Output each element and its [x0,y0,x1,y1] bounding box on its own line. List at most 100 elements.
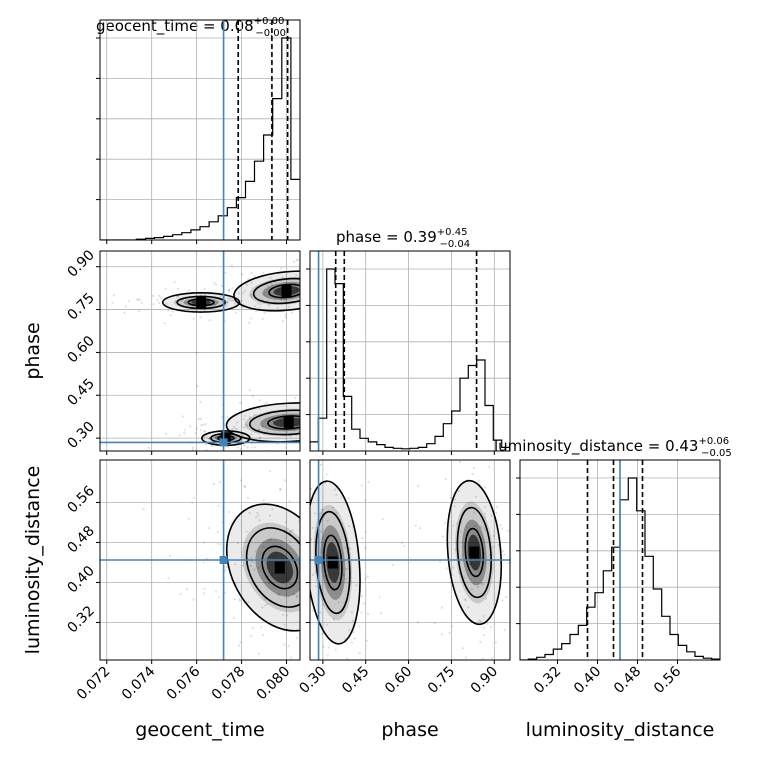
sample-point [315,417,317,419]
sample-point [127,300,130,303]
sample-point [276,306,279,309]
sample-point [269,538,272,541]
sample-point [326,519,329,522]
sample-point [320,396,322,398]
sample-point [246,283,249,287]
sample-point [305,504,307,506]
scatter-geocent-time-vs-phase: 0.30 0.45 0.60 0.75 0.90 [64,247,384,455]
sample-point [238,599,242,602]
sample-point [287,305,290,308]
sample-point [444,522,447,525]
sample-point [200,424,203,427]
sample-point [232,299,235,302]
sample-point [112,294,115,297]
sample-point [241,438,244,441]
sample-point [367,481,370,484]
sample-point [259,303,262,306]
sample-point [152,294,155,298]
sample-point [483,529,487,532]
sample-point [174,300,177,303]
sample-point [279,488,282,491]
sample-point [400,654,402,656]
sample-point [347,291,349,293]
sample-point [262,499,265,502]
sample-point [524,594,526,596]
sample-point [337,601,340,604]
sample-point [203,430,206,433]
contour-line [225,503,300,632]
sample-point [263,402,266,406]
sample-point [269,276,272,279]
sample-point [465,447,467,449]
sample-point [188,425,192,428]
sample-point [292,570,295,573]
sample-point [205,557,208,560]
sample-point [302,299,304,301]
sample-point [251,627,254,630]
sample-point [461,554,464,557]
sample-point [258,407,261,410]
sample-point [263,311,266,314]
sample-point [250,271,253,274]
sample-point [258,436,262,439]
sample-point [258,399,261,402]
sample-point [304,295,306,297]
contour-line [225,402,300,443]
sample-point [241,305,244,308]
sample-point [250,635,253,638]
sample-point [482,527,485,530]
sample-point [382,439,384,441]
sample-point [367,688,369,690]
y-tick-label: 0.75 [64,290,97,323]
sample-point [219,295,222,298]
sample-point [214,435,217,438]
sample-point [424,410,426,412]
sample-point [272,419,275,422]
sample-point [474,457,476,459]
sample-point [192,317,195,320]
sample-point [228,290,231,293]
sample-point [211,444,214,447]
sample-point [311,286,313,288]
sample-point [434,575,436,577]
sample-point [203,429,206,432]
sample-point [187,289,190,292]
sample-point [156,298,159,301]
sample-point [215,283,218,286]
sample-point [350,611,353,614]
sample-point [320,530,323,533]
sample-point [324,397,326,399]
sample-point [195,427,198,430]
sample-point [258,306,261,309]
sample-point [307,411,309,413]
sample-point [297,258,300,261]
sample-point [283,623,286,626]
sample-point [481,583,484,586]
sample-point [307,296,309,298]
sample-point [382,438,384,440]
sample-point [262,272,265,275]
sample-point [295,594,298,598]
sample-point [251,446,254,449]
sample-point [92,318,94,320]
sample-point [495,511,498,515]
x-tick-label: 0.078 [209,664,249,704]
sample-point [330,278,332,280]
sample-point [123,311,126,314]
sample-point [164,432,168,435]
sample-point [257,428,260,432]
sample-point [451,573,454,576]
sample-point [304,522,306,524]
sample-point [313,452,315,454]
sample-point [463,598,466,601]
sample-point [245,530,248,533]
sample-point [228,297,231,300]
sample-point [476,432,478,434]
sample-point [304,271,306,273]
sample-point [483,512,486,515]
sample-point [449,496,452,499]
sample-point [124,305,127,308]
sample-point [355,584,358,587]
sample-point [254,550,257,553]
y-tick-label: 0.32 [64,603,97,636]
